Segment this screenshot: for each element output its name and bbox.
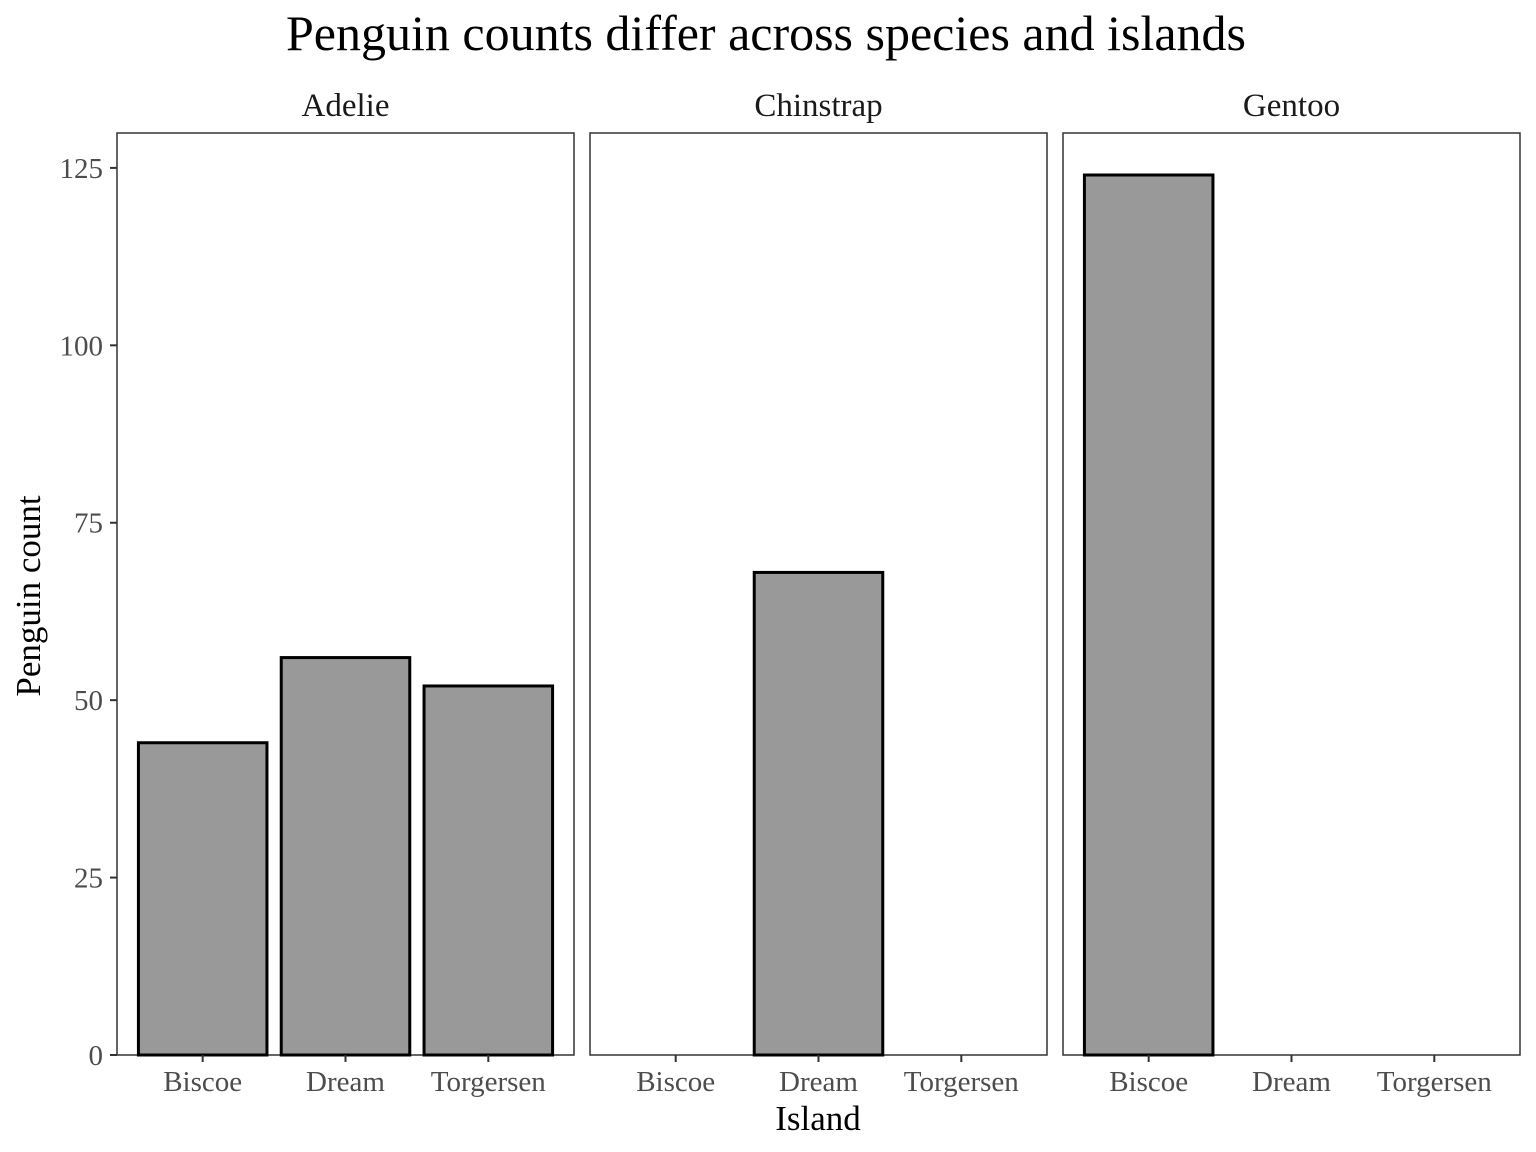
- y-axis-title: Penguin count: [9, 495, 48, 697]
- y-tick-label: 0: [89, 1040, 104, 1072]
- y-tick-label: 100: [60, 330, 104, 362]
- x-tick-label: Dream: [779, 1066, 858, 1098]
- bar-adelie-dream: [279, 656, 412, 1057]
- facet-gentoo: Gentoo Biscoe Dream Torgersen: [1062, 88, 1521, 1098]
- facet-adelie: Adelie Biscoe Dream Torgersen: [116, 88, 575, 1098]
- x-tick-label: Torgersen: [904, 1066, 1020, 1098]
- x-tick-label: Torgersen: [431, 1066, 547, 1098]
- facet-chinstrap: Chinstrap Biscoe Dream Torgersen: [589, 88, 1048, 1098]
- x-tick-label: Biscoe: [1109, 1066, 1188, 1098]
- y-axis: 0 25 50 75 100 125: [60, 153, 117, 1072]
- bar-adelie-biscoe: [136, 741, 269, 1057]
- y-tick-label: 25: [74, 863, 103, 895]
- bar-adelie-torgersen: [422, 684, 555, 1057]
- bar-gentoo-biscoe: [1082, 173, 1215, 1057]
- facet-label: Chinstrap: [754, 88, 882, 124]
- x-axis-title: Island: [775, 1099, 861, 1138]
- y-tick-label: 125: [60, 153, 104, 185]
- x-tick-label: Dream: [306, 1066, 385, 1098]
- facet-label: Gentoo: [1243, 88, 1340, 124]
- x-tick-label: Biscoe: [163, 1066, 242, 1098]
- chart-title: Penguin counts differ across species and…: [286, 5, 1246, 61]
- y-tick-label: 75: [74, 508, 103, 540]
- bar-chinstrap-dream: [752, 570, 885, 1057]
- y-tick-label: 50: [74, 685, 103, 717]
- x-tick-label: Dream: [1252, 1066, 1331, 1098]
- x-tick-label: Torgersen: [1377, 1066, 1493, 1098]
- x-tick-label: Biscoe: [636, 1066, 715, 1098]
- facet-panels: Adelie Biscoe Dream Torgersen Chinstrap Bisco…: [116, 88, 1521, 1098]
- facet-label: Adelie: [302, 88, 390, 124]
